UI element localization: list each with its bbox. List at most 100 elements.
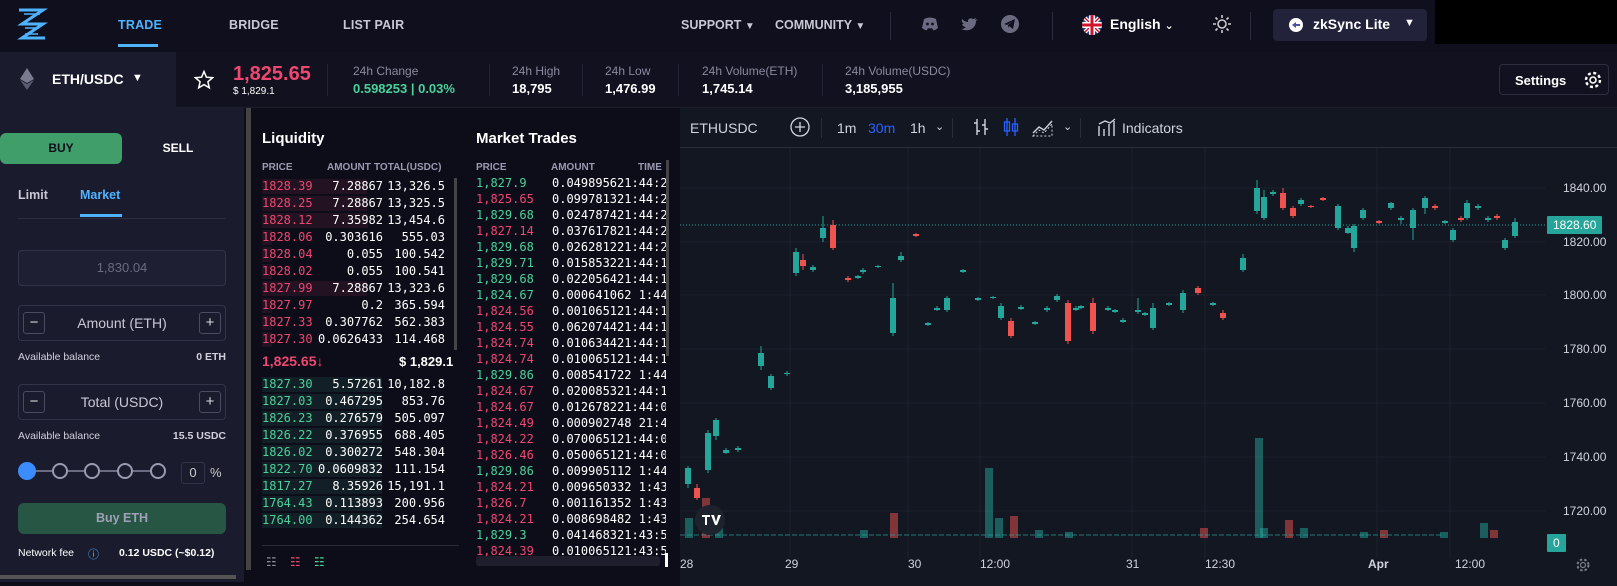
nav-bridge-link[interactable]: BRIDGE [229,18,279,32]
trade-row[interactable]: 1,824.21 0.009650332 1:43:5 [476,480,666,495]
support-dropdown[interactable]: SUPPORT ▼ [681,18,755,32]
book-both-view-icon[interactable]: ☷ [266,555,277,569]
nav-list-pair-link[interactable]: LIST PAIR [343,18,405,32]
sell-tab-button[interactable]: SELL [162,141,194,155]
amount-input[interactable]: − Amount (ETH) + [18,305,226,341]
ask-row[interactable]: 1828.12 7.35982 13,454.6 [253,213,453,228]
interval-30m[interactable]: 30m [868,120,896,136]
total-increment-button[interactable]: + [199,391,221,413]
bid-row[interactable]: 1826.22 0.376955 688.405 [253,428,453,443]
total-decrement-button[interactable]: − [23,391,45,413]
pair-selector[interactable]: ETH/USDC ▼ [0,52,176,108]
trade-row[interactable]: 1,824.21 0.008698482 1:43:5 [476,512,666,527]
ask-row[interactable]: 1828.04 0.055 100.542 [253,247,453,262]
tab-market[interactable]: Market [80,188,121,202]
add-symbol-icon[interactable] [789,116,811,138]
area-style-icon[interactable] [1032,117,1054,137]
chart-settings-gear-icon[interactable] [1575,557,1591,573]
trade-row[interactable]: 1,824.49 0.000902748 21:44:0 [476,416,666,431]
tradingview-logo-icon[interactable] [695,505,725,535]
percentage-input[interactable]: 0 [181,462,205,484]
amount-increment-button[interactable]: + [199,312,221,334]
trade-row[interactable]: 1,824.56 0.001065121:44:1 [476,304,666,319]
trade-row[interactable]: 1,829.71 0.015853221:44:1 [476,256,666,271]
bid-row[interactable]: 1817.27 8.35926 15,191.1 [253,479,453,494]
buy-tab-button[interactable]: BUY [0,133,122,164]
trade-row[interactable]: 1,826.7 0.001161352 1:43:5 [476,496,666,511]
trade-row[interactable]: 1,824.74 0.010634421:44:1 [476,336,666,351]
trades-horizontal-scrollbar[interactable] [476,556,660,566]
asks-scrollbar[interactable] [454,178,457,350]
trade-row[interactable]: 1,829.68 0.026281221:44:2 [476,240,666,255]
trade-row[interactable]: 1,824.67 0.020085321:44:1 [476,384,666,399]
interval-1h[interactable]: 1h [910,120,926,136]
community-dropdown[interactable]: COMMUNITY ▼ [775,18,865,32]
bid-row[interactable]: 1822.70 0.0609832 111.154 [253,462,453,477]
trade-row[interactable]: 1,826.46 0.050065121:44:0 [476,448,666,463]
total-input[interactable]: − Total (USDC) + [18,384,226,420]
book-asks-view-icon[interactable]: ☷ [290,555,301,569]
slider-stop-0[interactable] [18,462,36,480]
trade-row[interactable]: 1,824.67 0.000641062 1:44:1 [476,288,666,303]
trade-row[interactable]: 1,829.68 0.024787421:44:2 [476,208,666,223]
amount-decrement-button[interactable]: − [23,312,45,334]
info-icon[interactable]: ⓘ [88,549,99,561]
vertical-scrollbar[interactable] [246,108,251,570]
interval-1m[interactable]: 1m [837,120,857,136]
candles-style-icon[interactable] [1002,117,1020,137]
ask-row[interactable]: 1828.02 0.055 100.541 [253,264,453,279]
book-bids-view-icon[interactable]: ☷ [314,555,325,569]
trade-row[interactable]: 1,824.55 0.062074421:44:1 [476,320,666,335]
bid-row[interactable]: 1827.30 5.57261 10,182.8 [253,377,453,392]
nav-trade-link[interactable]: TRADE [118,18,163,32]
discord-icon[interactable] [920,14,940,34]
bid-row[interactable]: 1826.02 0.300272 548.304 [253,445,453,460]
trade-row[interactable]: 1,825.65 0.099781321:44:2 [476,192,666,207]
trade-row[interactable]: 1,829.86 0.008541722 1:44:1 [476,368,666,383]
twitter-icon[interactable] [960,14,980,34]
trades-vertical-scrollbar[interactable] [666,160,669,356]
bid-row[interactable]: 1764.00 0.144362 254.654 [253,513,453,528]
trade-row[interactable]: 1,827.9 0.049895621:44:2 [476,176,666,191]
ask-row[interactable]: 1828.06 0.303616 555.03 [253,230,453,245]
ask-row[interactable]: 1827.99 7.28867 13,323.6 [253,281,453,296]
telegram-icon[interactable] [1000,14,1020,34]
zigzag-logo-icon[interactable] [16,4,48,44]
slider-stop-50[interactable] [84,463,100,479]
indicators-icon[interactable] [1097,118,1117,138]
bid-row[interactable]: 1827.03 0.467295 853.76 [253,394,453,409]
trade-row[interactable]: 1,824.74 0.010065121:44:1 [476,352,666,367]
bid-row[interactable]: 1764.43 0.113893 200.956 [253,496,453,511]
price-input[interactable]: 1,830.04 [18,250,226,286]
chevron-down-icon[interactable]: ⌄ [935,121,945,133]
ask-row[interactable]: 1827.33 0.307762 562.383 [253,315,453,330]
tab-limit[interactable]: Limit [18,188,48,202]
buy-eth-submit-button[interactable]: Buy ETH [18,503,226,534]
chevron-down-icon[interactable]: ⌄ [1063,121,1073,133]
ask-row[interactable]: 1827.30 0.0626433 114.468 [253,332,453,347]
order-panel-scrollbar[interactable] [0,575,236,579]
bar-chart-style-icon[interactable] [972,117,990,137]
slider-stop-75[interactable] [117,463,133,479]
favorite-star-icon[interactable] [194,70,214,90]
slider-stop-25[interactable] [52,463,68,479]
trade-row[interactable]: 1,829.86 0.009905112 1:44:0 [476,464,666,479]
indicators-button[interactable]: Indicators [1122,120,1183,136]
trade-row[interactable]: 1,827.14 0.037617821:44:2 [476,224,666,239]
percentage-slider[interactable] [18,462,168,480]
sun-theme-icon[interactable] [1212,14,1232,34]
language-selector[interactable]: English ⌄ [1110,16,1174,32]
ask-row[interactable]: 1827.97 0.2 365.594 [253,298,453,313]
trade-row[interactable]: 1,824.39 0.010065121:43:5 [476,544,666,556]
trades-scroll-thumb[interactable] [665,553,668,567]
candlestick-plot[interactable] [680,148,1545,558]
trade-row[interactable]: 1,829.68 0.022056421:44:1 [476,272,666,287]
ask-row[interactable]: 1828.39 7.28867 13,326.5 [253,179,453,194]
chart-symbol[interactable]: ETHUSDC [690,120,758,136]
trade-row[interactable]: 1,829.3 0.041468321:43:5 [476,528,666,543]
bid-row[interactable]: 1826.23 0.276579 505.097 [253,411,453,426]
slider-stop-100[interactable] [150,463,166,479]
network-selector-button[interactable]: zkSync Lite ▼ [1273,9,1427,41]
trade-row[interactable]: 1,824.22 0.070065121:44:0 [476,432,666,447]
settings-button[interactable]: Settings [1499,64,1609,95]
